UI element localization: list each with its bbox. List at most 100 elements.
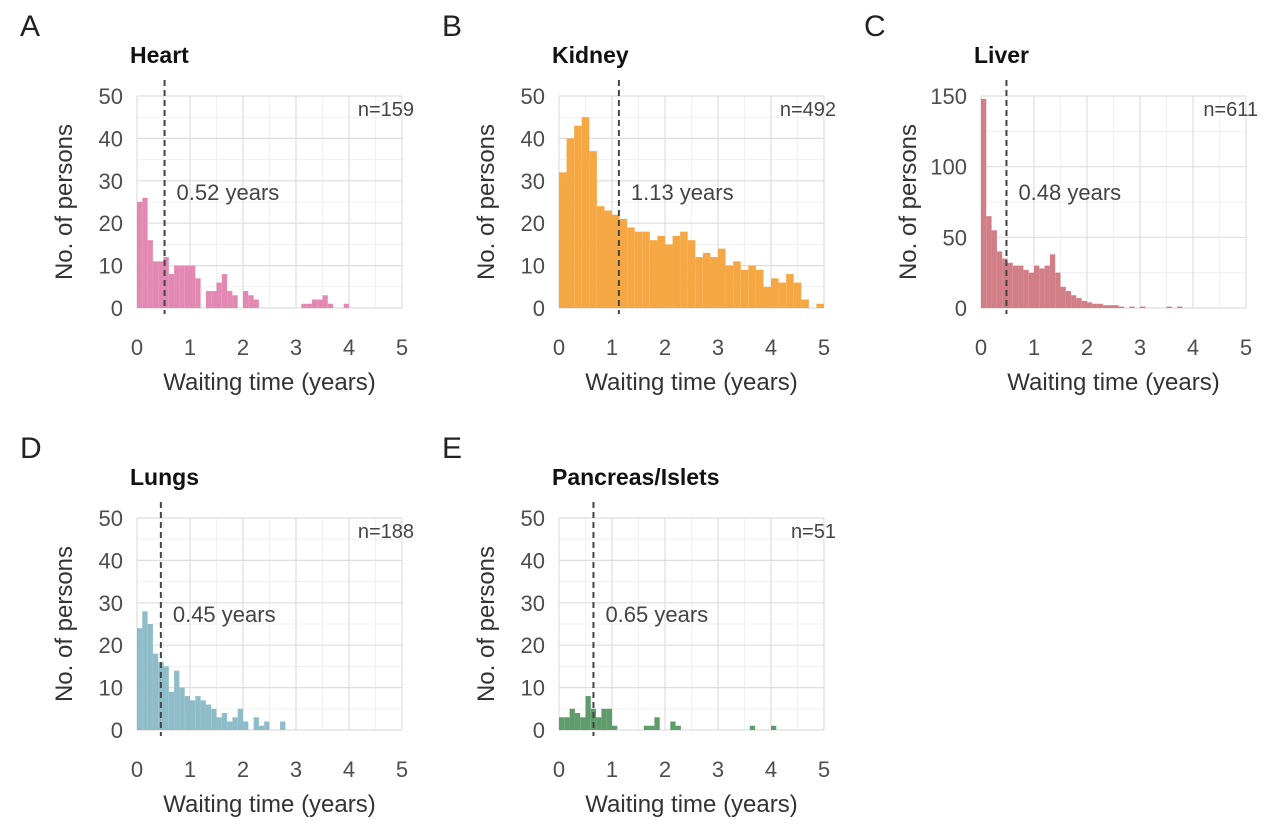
x-tick-label: 3: [1134, 335, 1146, 360]
histogram-bar: [211, 708, 217, 730]
histogram-bar: [1039, 268, 1045, 308]
y-tick-label: 150: [930, 84, 967, 109]
x-axis-label: Waiting time (years): [585, 369, 797, 396]
histogram-bar: [991, 230, 997, 308]
chart-title: Kidney: [552, 42, 629, 68]
histogram-bar: [604, 210, 612, 308]
y-tick-label: 40: [521, 126, 545, 151]
histogram-bar: [280, 721, 286, 730]
median-annotation: 0.45 years: [173, 602, 276, 627]
histogram-bar: [589, 151, 597, 308]
median-annotation: 0.65 years: [605, 602, 708, 627]
chart-title: Pancreas/Islets: [552, 464, 720, 490]
y-tick-label: 50: [943, 225, 967, 250]
n-annotation: n=492: [780, 99, 836, 121]
histogram-bar: [1071, 295, 1077, 308]
y-tick-label: 0: [533, 296, 545, 321]
histogram-bar: [227, 291, 233, 308]
y-tick-label: 0: [111, 718, 123, 743]
histogram-bar: [725, 265, 734, 308]
histogram-bar: [569, 708, 575, 730]
histogram-bar: [786, 274, 794, 308]
histogram-bar: [248, 295, 254, 308]
y-axis-label: No. of persons: [51, 124, 78, 280]
histogram-bar: [559, 717, 565, 730]
histogram-bar: [574, 713, 581, 730]
histogram-bar: [816, 303, 824, 308]
histogram-bar: [1102, 305, 1109, 308]
histogram-bar: [137, 628, 143, 730]
histogram-bar: [168, 274, 175, 308]
histogram-bar: [596, 206, 605, 308]
histogram-bar: [612, 725, 618, 730]
histogram-bar: [1092, 303, 1098, 308]
histogram-bar: [174, 670, 180, 730]
y-tick-label: 20: [521, 633, 545, 658]
histogram-bar: [264, 721, 270, 730]
x-tick-label: 2: [237, 335, 249, 360]
histogram-bar: [1140, 306, 1146, 308]
histogram-bar: [580, 717, 586, 730]
histogram-bar: [232, 295, 238, 308]
histogram-bar: [1166, 306, 1172, 308]
histogram-bar: [1044, 265, 1050, 308]
histogram-bar: [665, 244, 673, 308]
histogram-bar: [564, 717, 570, 730]
x-tick-label: 1: [184, 335, 196, 360]
y-tick-label: 30: [521, 591, 545, 616]
x-tick-label: 5: [396, 335, 408, 360]
histogram-bar: [643, 725, 650, 730]
x-axis-label: Waiting time (years): [163, 369, 375, 396]
y-tick-label: 40: [99, 548, 123, 573]
histogram-bar: [574, 125, 582, 309]
y-tick-label: 20: [99, 633, 123, 658]
histogram-bar: [755, 269, 764, 308]
histogram-bar: [778, 282, 787, 308]
histogram-bar: [158, 261, 164, 308]
histogram-bar: [1108, 305, 1114, 308]
y-tick-label: 10: [99, 254, 123, 279]
histogram-bar: [1055, 272, 1061, 308]
histogram-bar: [749, 725, 756, 730]
histogram-bar: [687, 240, 696, 308]
x-tick-label: 2: [659, 335, 671, 360]
x-tick-label: 2: [659, 757, 671, 782]
histogram-bar: [1076, 298, 1082, 308]
histogram-bar: [771, 725, 777, 730]
histogram-bar: [322, 295, 328, 308]
y-tick-label: 10: [521, 254, 545, 279]
x-tick-label: 3: [290, 757, 302, 782]
histogram-bar: [1177, 306, 1183, 308]
histogram-bar: [680, 231, 688, 308]
panel-pancreas-islets: E Pancreas/Islets 0 1 2 3 4 5 0 10 20 30 40 50 Waiti…: [442, 432, 862, 837]
median-annotation: 0.48 years: [1018, 180, 1121, 205]
histogram-bar: [216, 717, 222, 730]
histogram-bar: [649, 240, 658, 308]
x-tick-label: 4: [343, 335, 355, 360]
y-tick-label: 20: [521, 211, 545, 236]
y-tick-label: 30: [99, 169, 123, 194]
y-tick-label: 50: [521, 84, 545, 109]
x-tick-label: 0: [553, 335, 565, 360]
x-tick-label: 2: [237, 757, 249, 782]
x-tick-label: 3: [712, 335, 724, 360]
histogram-bar: [710, 257, 718, 308]
y-tick-label: 10: [521, 676, 545, 701]
y-tick-label: 40: [521, 548, 545, 573]
histogram-bar: [190, 265, 196, 308]
x-tick-label: 0: [975, 335, 987, 360]
histogram-bar: [200, 700, 206, 730]
histogram-bar: [205, 704, 212, 730]
histogram-bar: [801, 299, 809, 308]
histogram-bar: [258, 725, 265, 730]
x-tick-label: 2: [1081, 335, 1093, 360]
histogram-bar: [702, 252, 711, 308]
histogram-bar: [601, 708, 607, 730]
n-annotation: n=51: [791, 521, 836, 543]
x-tick-label: 4: [343, 757, 355, 782]
histogram-bar: [142, 197, 148, 308]
histogram-bar: [1034, 265, 1040, 308]
histogram-bar: [1023, 269, 1029, 308]
